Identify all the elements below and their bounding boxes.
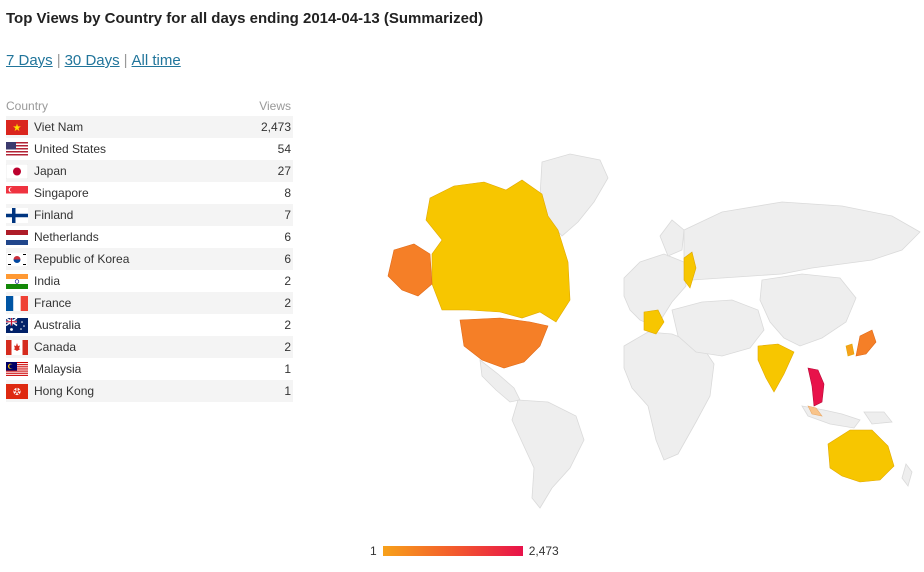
- usa-region: [459, 317, 549, 369]
- central-america-region: [479, 359, 521, 403]
- country-name: Singapore: [34, 186, 89, 200]
- table-row: Netherlands 6: [6, 226, 293, 248]
- views-count: 2: [231, 292, 293, 314]
- views-count: 2: [231, 336, 293, 358]
- views-count: 2: [284, 274, 291, 288]
- vn-flag-icon: [6, 119, 28, 135]
- views-count: 54: [277, 142, 291, 156]
- views-count: 8: [284, 186, 291, 200]
- country-name: Malaysia: [34, 362, 82, 376]
- table-row: United States 54: [6, 138, 293, 160]
- jp-flag-icon: [6, 163, 28, 179]
- table-row: France 2: [6, 292, 293, 314]
- africa-region: [623, 331, 715, 461]
- table-row: Japan 27: [6, 160, 293, 182]
- japan-region: [855, 329, 877, 357]
- finland-region: [683, 251, 697, 289]
- views-count: 1: [284, 362, 291, 376]
- russia-region: [683, 201, 921, 281]
- country-name: Canada: [34, 340, 77, 354]
- table-row: Hong Kong 1: [6, 380, 293, 402]
- europe-region: [623, 253, 687, 327]
- table-row: Finland 7: [6, 204, 293, 226]
- fi-flag-icon: [6, 207, 28, 223]
- australia-region: [827, 429, 895, 483]
- period-links: 7 Days | 30 Days | All time: [6, 52, 181, 69]
- alaska-region: [387, 243, 433, 297]
- period-link-30-days[interactable]: 30 Days: [64, 52, 120, 69]
- country-name: India: [34, 274, 61, 288]
- link-separator: |: [123, 52, 128, 69]
- views-count: 1: [231, 380, 293, 402]
- south-america-region: [511, 399, 585, 509]
- views-count: 7: [231, 204, 293, 226]
- new-guinea-region: [863, 411, 893, 425]
- france-region: [643, 309, 665, 335]
- malaysia-region: [807, 405, 823, 417]
- country-name: Viet Nam: [34, 120, 84, 134]
- country-name: Australia: [34, 318, 81, 332]
- scandinavia-region: [659, 219, 685, 257]
- nl-flag-icon: [6, 229, 28, 245]
- views-count: 2: [284, 318, 291, 332]
- table-row: Republic of Korea 6: [6, 248, 293, 270]
- legend-max-label: 2,473: [528, 544, 559, 558]
- country-name: France: [34, 296, 72, 310]
- country-name: United States: [34, 142, 107, 156]
- page-title: Top Views by Country for all days ending…: [6, 10, 484, 27]
- china-region: [759, 273, 857, 347]
- country-name: Republic of Korea: [34, 252, 130, 266]
- hk-flag-icon: [6, 383, 28, 399]
- fr-flag-icon: [6, 295, 28, 311]
- country-name: Hong Kong: [34, 384, 95, 398]
- country-views-table: Country Views Viet Nam 2,473 United Stat…: [6, 96, 293, 402]
- table-header-row: Country Views: [6, 96, 293, 116]
- table-row: Viet Nam 2,473: [6, 116, 293, 138]
- table-row: Singapore 8: [6, 182, 293, 204]
- ca-flag-icon: [6, 339, 28, 355]
- canada-region: [425, 179, 571, 323]
- views-column-header: Views: [259, 99, 291, 113]
- new-zealand-region: [901, 463, 913, 487]
- country-name: Finland: [34, 208, 74, 222]
- views-count: 2,473: [231, 116, 293, 138]
- kr-flag-icon: [6, 251, 28, 267]
- table-row: Malaysia 1: [6, 358, 293, 380]
- views-count: 27: [231, 160, 293, 182]
- world-map: [387, 153, 921, 509]
- my-flag-icon: [6, 361, 28, 377]
- table-row: Canada 2: [6, 336, 293, 358]
- link-separator: |: [56, 52, 61, 69]
- table-row: Australia 2: [6, 314, 293, 336]
- vietnam-region: [807, 367, 825, 407]
- country-name: Japan: [34, 164, 67, 178]
- sg-flag-icon: [6, 185, 28, 201]
- in-flag-icon: [6, 273, 28, 289]
- period-link-all-time[interactable]: All time: [131, 52, 181, 69]
- au-flag-icon: [6, 317, 28, 333]
- table-row: India 2: [6, 270, 293, 292]
- legend-min-label: 1: [370, 544, 377, 558]
- map-legend: 1 2,473: [370, 544, 559, 558]
- country-column-header: Country: [6, 99, 49, 113]
- us-flag-icon: [6, 141, 28, 157]
- middle-east-region: [671, 299, 765, 357]
- period-link-7-days[interactable]: 7 Days: [6, 52, 53, 69]
- india-region: [757, 343, 795, 393]
- legend-gradient-bar: [382, 546, 523, 556]
- views-count: 6: [231, 248, 293, 270]
- country-name: Netherlands: [34, 230, 99, 244]
- views-count: 6: [284, 230, 291, 244]
- korea-region: [845, 343, 855, 357]
